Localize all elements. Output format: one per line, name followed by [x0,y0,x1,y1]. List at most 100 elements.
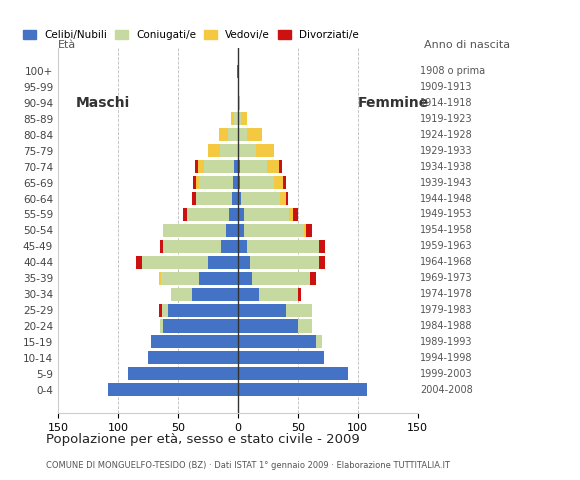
Bar [196,192,232,205]
Bar [248,240,320,253]
Bar [248,128,262,141]
Bar [164,224,226,237]
Bar [293,208,298,221]
Bar [221,240,238,253]
Bar [256,144,274,157]
Bar [238,240,248,253]
Bar [316,336,322,348]
Text: Femmine: Femmine [358,96,429,110]
Bar [159,272,161,285]
Bar [238,112,241,125]
Bar [280,192,286,205]
Bar [219,128,228,141]
Text: 1994-1998: 1994-1998 [420,353,473,363]
Bar [183,208,187,221]
Bar [238,176,240,189]
Bar [244,208,289,221]
Text: Popolazione per età, sesso e stato civile - 2009: Popolazione per età, sesso e stato civil… [46,432,360,446]
Bar [320,240,325,253]
Bar [233,176,238,189]
Text: 1924-1928: 1924-1928 [420,130,473,140]
Bar [238,383,367,396]
Bar [238,96,239,109]
Bar [226,224,238,237]
Legend: Celibi/Nubili, Coniugati/e, Vedovi/e, Divorziati/e: Celibi/Nubili, Coniugati/e, Vedovi/e, Di… [19,26,363,44]
Bar [164,320,238,333]
Bar [238,288,259,300]
Bar [192,192,196,205]
Text: Età: Età [58,40,76,50]
Bar [298,320,312,333]
Bar [238,81,239,94]
Bar [239,96,240,109]
Bar [204,160,234,173]
Bar [310,272,316,285]
Bar [238,272,252,285]
Bar [238,224,244,237]
Text: 1984-1988: 1984-1988 [420,321,473,331]
Bar [232,192,238,205]
Text: 1908 o prima: 1908 o prima [420,66,485,76]
Bar [234,112,238,125]
Text: Maschi: Maschi [76,96,130,110]
Bar [192,288,238,300]
Text: 1979-1983: 1979-1983 [420,305,473,315]
Text: 1949-1953: 1949-1953 [420,209,473,219]
Bar [231,112,234,125]
Bar [208,144,220,157]
Bar [208,256,238,269]
Bar [136,256,142,269]
Bar [240,160,267,173]
Bar [238,208,244,221]
Bar [240,176,274,189]
Bar [159,303,162,317]
Text: 1914-1918: 1914-1918 [420,98,473,108]
Bar [238,192,241,205]
Bar [162,303,168,317]
Bar [220,144,238,157]
Bar [234,160,238,173]
Text: 1964-1968: 1964-1968 [420,257,473,267]
Bar [168,303,238,317]
Bar [148,351,238,364]
Bar [274,176,284,189]
Text: 1999-2003: 1999-2003 [420,369,473,379]
Text: 1974-1978: 1974-1978 [420,289,473,299]
Text: 1959-1963: 1959-1963 [420,241,473,252]
Bar [108,383,238,396]
Bar [151,336,238,348]
Bar [160,240,164,253]
Bar [237,65,238,78]
Text: Anno di nascita: Anno di nascita [423,40,510,50]
Bar [238,367,348,380]
Bar [200,272,238,285]
Bar [238,256,250,269]
Bar [128,367,238,380]
Bar [306,224,312,237]
Text: 2004-2008: 2004-2008 [420,384,473,395]
Bar [298,288,302,300]
Bar [238,160,240,173]
Text: COMUNE DI MONGUELFO-TESIDO (BZ) · Dati ISTAT 1° gennaio 2009 · Elaborazione TUTT: COMUNE DI MONGUELFO-TESIDO (BZ) · Dati I… [46,461,451,470]
Bar [289,208,293,221]
Bar [238,351,324,364]
Bar [252,272,310,285]
Bar [198,160,204,173]
Bar [286,303,312,317]
Text: 1919-1923: 1919-1923 [420,114,473,124]
Text: 1929-1933: 1929-1933 [420,146,473,156]
Bar [241,192,280,205]
Bar [241,112,248,125]
Bar [259,288,298,300]
Bar [244,224,304,237]
Text: 1909-1913: 1909-1913 [420,82,473,92]
Text: 1989-1993: 1989-1993 [420,337,473,347]
Bar [320,256,325,269]
Bar [164,240,221,253]
Bar [171,288,192,300]
Bar [267,160,278,173]
Text: 1934-1938: 1934-1938 [420,162,473,172]
Bar [196,176,200,189]
Text: 1939-1943: 1939-1943 [420,178,473,188]
Bar [142,256,208,269]
